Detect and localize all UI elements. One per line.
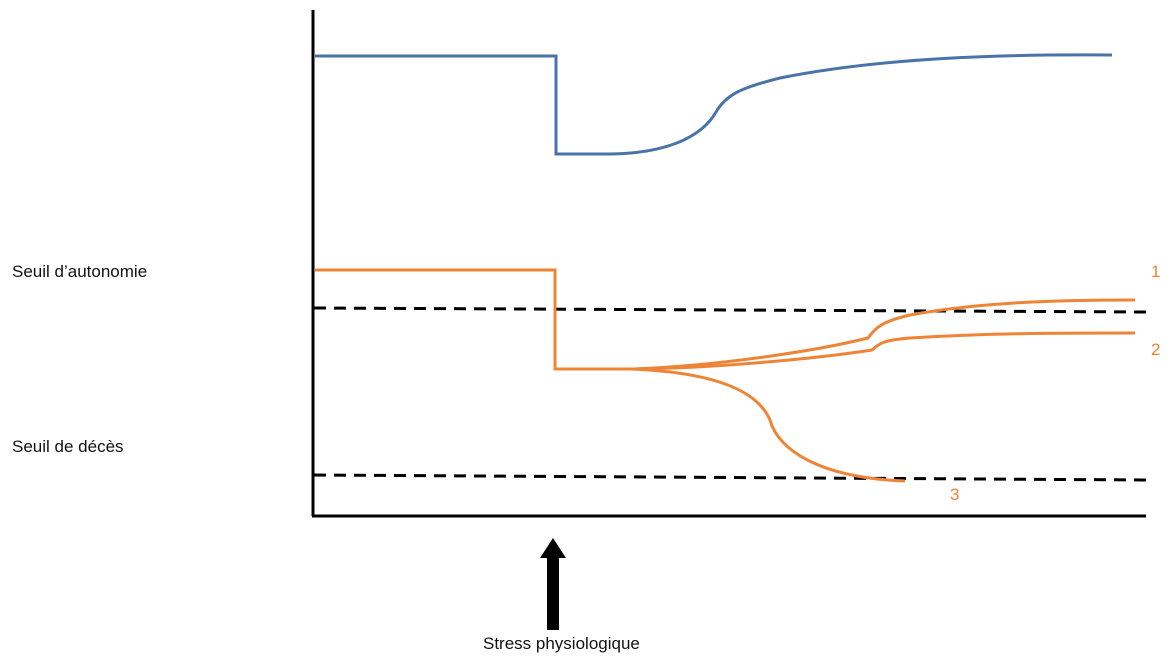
autonomy-threshold-label: Seuil d’autonomie: [12, 262, 148, 281]
death-threshold-line: [313, 473, 1147, 482]
curve-number-2: 2: [1151, 340, 1161, 359]
autonomy-threshold-line: [313, 306, 1147, 314]
stress-label: Stress physiologique: [483, 634, 640, 653]
reserve-curve: [315, 53, 1113, 156]
curve-number-3: 3: [950, 485, 960, 504]
patient-curve-2: [631, 331, 1136, 371]
patient-curve-3: [631, 367, 906, 483]
arrow-up-icon: [540, 538, 566, 630]
curve-number-1: 1: [1151, 262, 1161, 281]
patient-curve-base: [315, 268, 632, 371]
patient-curve-1: [631, 298, 1136, 371]
death-threshold-label: Seuil de décès: [12, 437, 124, 456]
